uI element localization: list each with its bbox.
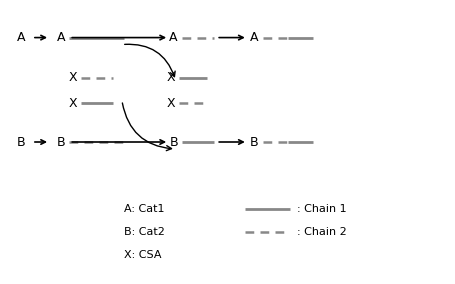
Text: A: Cat1: A: Cat1 [124,204,165,214]
Text: A: A [250,31,259,44]
Text: X: X [68,72,77,84]
Text: X: X [68,97,77,110]
Text: A: A [16,31,25,44]
Text: A: A [169,31,178,44]
Text: X: CSA: X: CSA [124,250,162,260]
Text: B: B [57,135,66,149]
Text: B: B [169,135,178,149]
FancyArrowPatch shape [125,44,175,77]
Text: : Chain 1: : Chain 1 [297,204,347,214]
Text: X: X [167,72,176,84]
Text: X: X [167,97,176,110]
Text: B: Cat2: B: Cat2 [124,227,165,237]
Text: B: B [250,135,259,149]
Text: : Chain 2: : Chain 2 [297,227,347,237]
Text: A: A [57,31,66,44]
Text: B: B [16,135,25,149]
FancyArrowPatch shape [122,103,172,151]
